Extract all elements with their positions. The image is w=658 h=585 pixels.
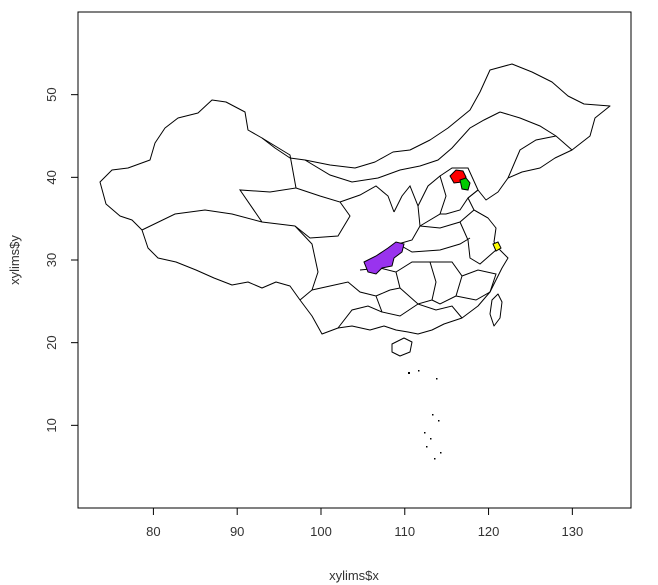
- x-tick-label: 110: [394, 524, 415, 539]
- border-xinjiang-gansu: [239, 137, 297, 223]
- y-tick-label: 10: [44, 418, 59, 432]
- border-northeast: [499, 111, 573, 151]
- region-tianjin: [459, 177, 471, 191]
- island-dot: [436, 378, 438, 380]
- x-tick-label: 120: [478, 524, 500, 539]
- region-shanghai: [492, 241, 502, 252]
- x-axis-title: xylims$x: [329, 568, 379, 583]
- island-dot: [426, 446, 428, 448]
- x-tick-label: 100: [310, 524, 332, 539]
- hainan-island: [391, 337, 413, 357]
- border-hebei: [439, 167, 479, 215]
- border-shanxi: [417, 175, 447, 227]
- y-tick-label: 30: [44, 253, 59, 267]
- island-dot: [438, 420, 440, 422]
- border-xinjiang-tibet: [141, 209, 296, 231]
- border-heilongjiang-jilin: [507, 135, 557, 179]
- country-outline: [99, 63, 611, 335]
- province-borders: [141, 111, 573, 329]
- x-tick-label: 80: [146, 524, 160, 539]
- region-chongqing: [363, 241, 405, 275]
- y-tick-label: 50: [44, 87, 59, 101]
- y-axis-title: xylims$y: [7, 235, 22, 285]
- x-tick-label: 90: [230, 524, 244, 539]
- island-dot: [418, 370, 420, 372]
- island-dot: [434, 458, 436, 460]
- x-tick-label: 130: [561, 524, 583, 539]
- border-hubei: [397, 237, 471, 253]
- y-tick-label: 40: [44, 170, 59, 184]
- border-jiangxi: [430, 261, 463, 305]
- border-tibet-sichuan: [294, 225, 319, 301]
- island-dot: [430, 438, 432, 440]
- border-gansu-ningxia: [339, 185, 395, 213]
- island-dot: [440, 452, 442, 454]
- border-qinghai: [294, 187, 351, 239]
- y-tick-label: 20: [44, 335, 59, 349]
- taiwan-island: [489, 293, 503, 327]
- y-axis: 10 20 30 40 50: [44, 87, 78, 433]
- island-dot: [424, 432, 426, 434]
- border-inner-mongolia: [304, 111, 501, 183]
- x-axis: 80 90 100 110 120 130: [146, 508, 583, 539]
- island-dot: [408, 372, 410, 374]
- border-guangxi-yunnan: [337, 305, 383, 329]
- border-jiangsu-anhui: [459, 221, 497, 265]
- south-sea-islands: [408, 370, 442, 460]
- border-fujian-zhejiang: [455, 269, 497, 301]
- border-sichuan-yunnan: [311, 281, 391, 297]
- island-dot: [432, 414, 434, 416]
